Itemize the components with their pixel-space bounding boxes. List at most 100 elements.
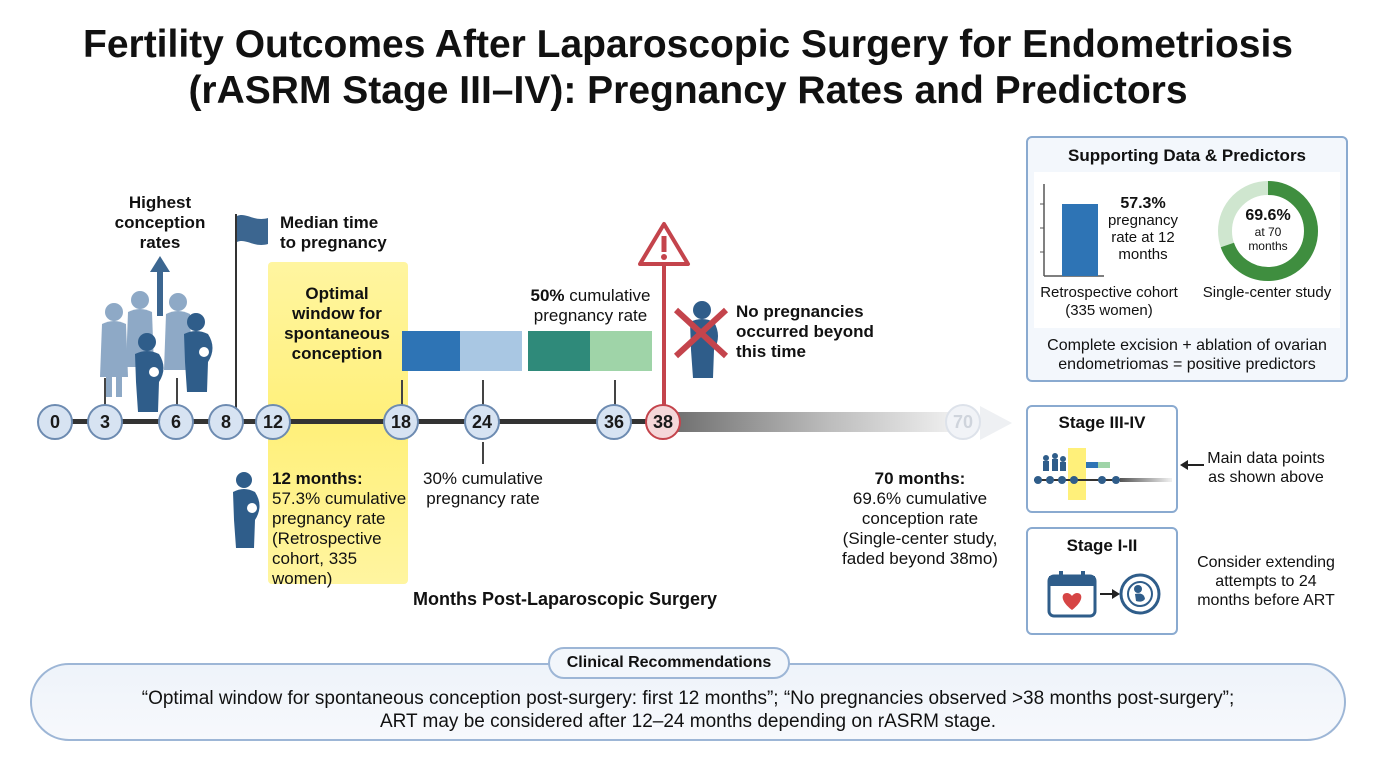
annotation-12-line: (Retrospective xyxy=(272,529,382,548)
pregnant-woman-icon xyxy=(233,472,260,548)
donut-text-line: months xyxy=(1248,239,1288,253)
recommendations-line: ART may be considered after 12–24 months… xyxy=(379,711,997,732)
warning-icon xyxy=(638,222,690,410)
donut-arc xyxy=(1218,181,1318,281)
arrow-left-icon xyxy=(1180,460,1204,470)
mini-bar-text-line: pregnancy xyxy=(1107,212,1179,229)
recommendations-text: “Optimal window for spontaneous concepti… xyxy=(40,687,1336,733)
annotation-12-heading: 12 months: xyxy=(272,469,363,488)
annotation-12-line: women) xyxy=(272,569,333,588)
annotation-12-line: pregnancy rate xyxy=(272,509,386,528)
annotation-12-line: cohort, 335 xyxy=(272,549,358,568)
rate-bar-3 xyxy=(528,331,590,371)
donut-value: 69.6% xyxy=(1245,207,1291,224)
rate-50-line2: pregnancy rate xyxy=(533,306,648,325)
optimal-window-line: window for xyxy=(292,304,382,323)
timeline-node-24: 24 xyxy=(464,404,500,440)
stage-3-4-panel xyxy=(1026,405,1178,513)
rate-bar-4 xyxy=(590,331,652,371)
arrow-right-icon xyxy=(1100,589,1120,599)
pregnant-women-group-icon xyxy=(100,291,213,412)
annotation-12-line: 57.3% cumulative xyxy=(272,489,407,508)
mini-bar-caption-line: Retrospective cohort xyxy=(1040,284,1178,301)
mini-bar-text-line: months xyxy=(1118,246,1168,263)
mini-timeline-icon xyxy=(1034,448,1172,500)
stage-1-2-title: Stage I-II xyxy=(1066,536,1138,555)
recommendations-line: “Optimal window for spontaneous concepti… xyxy=(141,688,1235,709)
rate-50-label: 50% cumulative pregnancy rate xyxy=(518,286,663,326)
highest-conception-line: rates xyxy=(139,233,181,252)
annotation-70-line: faded beyond 38mo) xyxy=(842,549,998,568)
highest-conception-line: Highest xyxy=(128,193,192,212)
stage-1-2-note-line: months before ART xyxy=(1197,592,1335,609)
donut-caption: Single-center study xyxy=(1202,284,1332,301)
recommendations-tag: Clinical Recommendations xyxy=(548,647,790,679)
annotation-70-heading: 70 months: xyxy=(874,469,966,488)
tick-6 xyxy=(176,378,178,406)
no-pregnancy-icon xyxy=(673,301,729,378)
timeline-axis-faded xyxy=(665,412,965,432)
no-pregnancies-line: No pregnancies xyxy=(736,302,864,321)
stage-3-4-note-line: Main data points xyxy=(1207,450,1325,467)
annotation-24-line: 30% cumulative xyxy=(422,469,543,488)
timeline-node-70: 70 xyxy=(945,404,981,440)
donut-chart xyxy=(1218,181,1318,281)
tick-24-bottom xyxy=(482,442,484,464)
axis-label: Months Post-Laparoscopic Surgery xyxy=(412,589,718,609)
stage-3-4-note: Main data points as shown above xyxy=(1196,449,1336,487)
stage-1-2-note-line: Consider extending xyxy=(1197,554,1335,571)
page-title: Fertility Outcomes After Laparoscopic Su… xyxy=(0,22,1376,114)
optimal-window-line: conception xyxy=(291,344,383,363)
timeline-node-6: 6 xyxy=(158,404,194,440)
median-time-label: Median time to pregnancy xyxy=(280,213,387,253)
optimal-window-line: Optimal xyxy=(305,284,369,303)
timeline-axis xyxy=(55,419,665,424)
predictor-line: endometriomas = positive predictors xyxy=(1058,356,1316,373)
rate-bar-1 xyxy=(402,331,460,371)
rate-50-value: 50% xyxy=(530,286,565,305)
timeline-node-0: 0 xyxy=(37,404,73,440)
title-line-2: (rASRM Stage III–IV): Pregnancy Rates an… xyxy=(188,69,1188,112)
predictor-text: Complete excision + ablation of ovarian … xyxy=(1030,336,1344,374)
annotation-70-line: (Single-center study, xyxy=(842,529,998,548)
annotation-70-months: 70 months: 69.6% cumulative conception r… xyxy=(832,469,1008,569)
optimal-window-line: spontaneous xyxy=(284,324,390,343)
mini-bar-caption: Retrospective cohort (335 women) xyxy=(1034,284,1184,320)
stage-3-4-title: Stage III-IV xyxy=(1058,413,1146,432)
tick-18 xyxy=(401,380,403,406)
median-time-line: Median time xyxy=(280,213,379,232)
annotation-24-line: pregnancy rate xyxy=(426,489,540,508)
no-pregnancies-line: this time xyxy=(736,342,806,361)
donut-text-line: at 70 xyxy=(1254,225,1282,239)
no-pregnancies-label: No pregnancies occurred beyond this time xyxy=(736,302,874,362)
calendar-heart-icon xyxy=(1047,571,1097,618)
timeline-node-8: 8 xyxy=(208,404,244,440)
mini-bar-value: 57.3% xyxy=(1120,195,1166,212)
predictor-line: Complete excision + ablation of ovarian xyxy=(1047,337,1327,354)
supporting-title: Supporting Data & Predictors xyxy=(1067,146,1307,165)
axis-arrow-icon xyxy=(980,406,1012,440)
annotation-24-months: 30% cumulative pregnancy rate xyxy=(412,469,554,509)
mini-bar-text-line: rate at 12 xyxy=(1111,229,1175,246)
stage-1-2-note-line: attempts to 24 xyxy=(1215,573,1317,590)
tick-36 xyxy=(614,380,616,406)
highest-conception-label: Highest conception rates xyxy=(100,193,220,253)
tick-3 xyxy=(104,378,106,406)
median-time-line: to pregnancy xyxy=(280,233,387,252)
fetus-icon xyxy=(1119,573,1161,615)
rate-50-rest: cumulative xyxy=(569,286,651,305)
rate-bar-2 xyxy=(460,331,522,371)
highest-conception-line: conception xyxy=(114,213,206,232)
annotation-70-line: conception rate xyxy=(861,509,979,528)
timeline-node-38: 38 xyxy=(645,404,681,440)
title-line-1: Fertility Outcomes After Laparoscopic Su… xyxy=(83,23,1293,66)
no-pregnancies-line: occurred beyond xyxy=(736,322,874,341)
annotation-12-months: 12 months: 57.3% cumulative pregnancy ra… xyxy=(272,469,412,589)
mini-bar-chart xyxy=(1040,184,1104,277)
timeline-node-18: 18 xyxy=(383,404,419,440)
mini-bar-text: 57.3% pregnancy rate at 12 months xyxy=(1100,195,1186,263)
timeline-node-3: 3 xyxy=(87,404,123,440)
timeline-node-12: 12 xyxy=(255,404,291,440)
mini-bar-caption-line: (335 women) xyxy=(1065,302,1153,319)
mini-bar xyxy=(1062,204,1098,276)
